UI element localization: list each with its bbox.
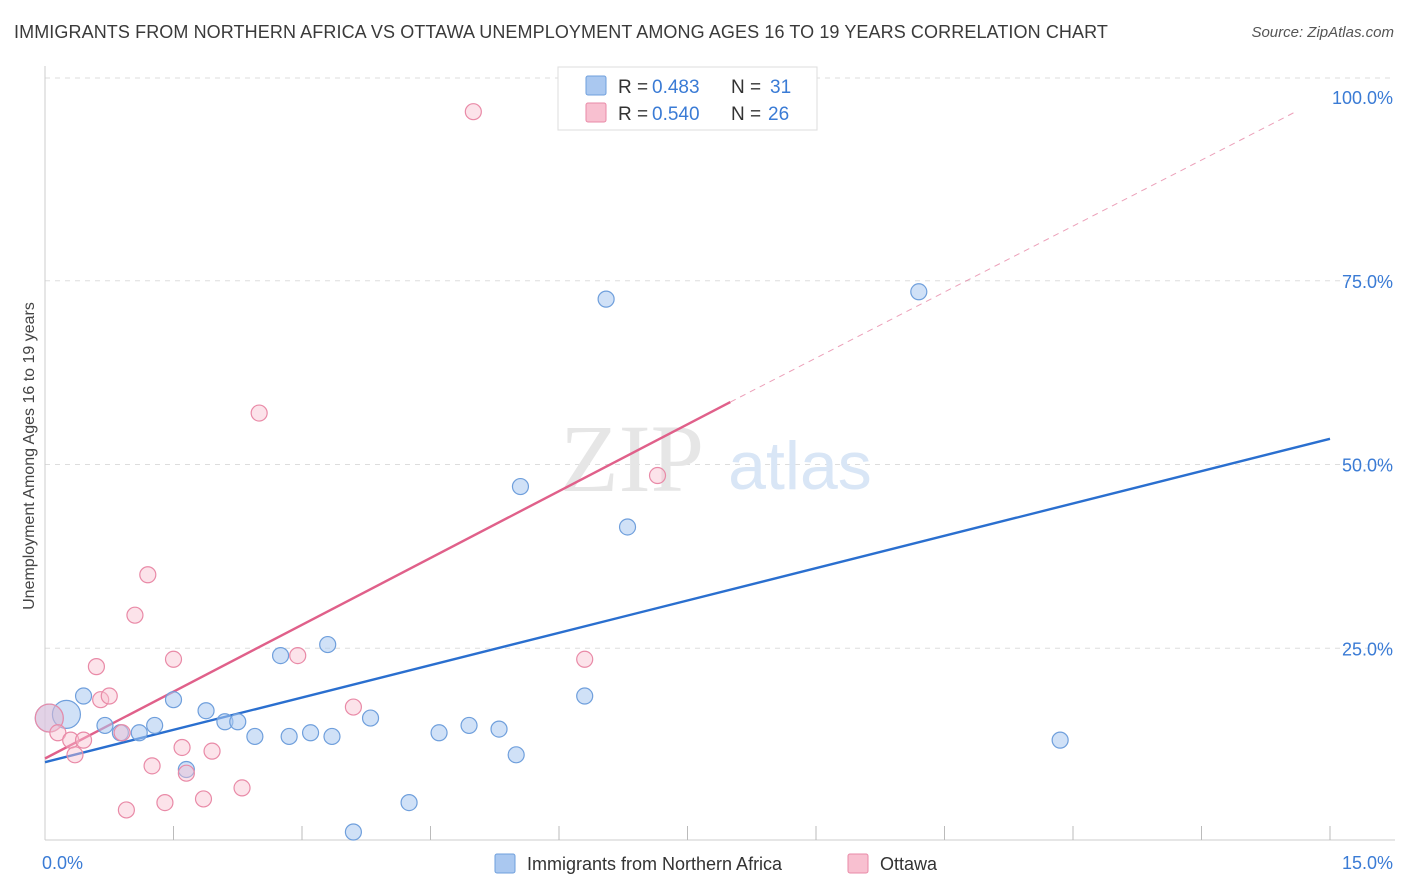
- chart-title: IMMIGRANTS FROM NORTHERN AFRICA VS OTTAW…: [14, 22, 1108, 42]
- trend-lines: [44, 111, 1331, 764]
- legend-n-value-pink: 26: [768, 104, 789, 125]
- point-immigrants: [344, 823, 362, 841]
- point-ottawa: [164, 650, 183, 668]
- point-immigrants: [361, 709, 380, 727]
- point-immigrants: [490, 720, 508, 738]
- trend-line-immigrants: [44, 437, 1331, 764]
- correlation-legend: R = 0.483 N = 31 R = 0.540 N = 26: [557, 66, 818, 131]
- point-ottawa: [648, 466, 667, 485]
- watermark: ZIP atlas: [560, 405, 872, 512]
- point-immigrants: [74, 687, 93, 705]
- trend-extension-ottawa: [730, 111, 1296, 403]
- grid-lines: [45, 77, 1395, 649]
- point-immigrants: [507, 746, 525, 764]
- point-immigrants: [511, 477, 530, 496]
- point-ottawa: [233, 779, 251, 797]
- point-immigrants: [400, 793, 418, 812]
- point-immigrants: [197, 702, 215, 720]
- point-ottawa: [250, 404, 268, 422]
- point-ottawa: [87, 658, 106, 676]
- data-points: [34, 103, 1069, 841]
- point-immigrants: [51, 699, 82, 730]
- legend-swatch-immigrants: [494, 853, 516, 874]
- legend-r-label-pink: R =: [618, 104, 648, 125]
- y-tick-label: 50.0%: [1342, 456, 1393, 476]
- legend-n-label-blue: N =: [731, 77, 761, 98]
- point-immigrants: [146, 716, 164, 735]
- point-immigrants: [271, 646, 290, 665]
- point-ottawa: [126, 606, 144, 624]
- y-tick-label: 100.0%: [1332, 88, 1393, 108]
- point-ottawa: [100, 687, 118, 705]
- point-immigrants: [910, 283, 928, 301]
- point-immigrants: [319, 635, 337, 654]
- point-ottawa: [113, 724, 131, 742]
- point-immigrants: [430, 724, 448, 742]
- legend-swatch-blue: [585, 75, 607, 96]
- watermark-zip: ZIP: [560, 405, 704, 512]
- point-ottawa: [173, 738, 191, 757]
- point-ottawa: [74, 731, 93, 749]
- point-immigrants: [1051, 731, 1069, 749]
- legend-n-label-pink: N =: [731, 104, 761, 125]
- point-immigrants: [96, 716, 114, 735]
- point-ottawa: [576, 650, 594, 668]
- point-ottawa: [139, 566, 157, 584]
- point-immigrants: [130, 724, 148, 742]
- point-ottawa: [289, 646, 307, 665]
- axes: [44, 66, 1395, 841]
- point-immigrants: [301, 724, 320, 742]
- point-ottawa: [66, 746, 84, 764]
- point-ottawa: [203, 742, 221, 760]
- y-tick-label: 75.0%: [1342, 272, 1393, 292]
- legend-n-value-blue: 31: [770, 77, 791, 98]
- tick-labels: 25.0% 50.0% 75.0% 100.0% 0.0% 15.0%: [42, 88, 1393, 873]
- legend-swatch-pink: [585, 102, 607, 123]
- point-ottawa: [117, 801, 135, 819]
- point-immigrants: [280, 727, 298, 746]
- source-note: Source: ZipAtlas.com: [1251, 24, 1394, 41]
- point-ottawa: [143, 757, 161, 775]
- point-ottawa: [156, 793, 174, 812]
- legend-r-label-blue: R =: [618, 77, 648, 98]
- point-immigrants: [229, 713, 247, 731]
- point-ottawa: [92, 691, 110, 709]
- x-tick-label: 15.0%: [1342, 853, 1393, 873]
- y-tick-label: 25.0%: [1342, 639, 1393, 659]
- point-immigrants: [576, 687, 594, 705]
- point-ottawa: [194, 790, 213, 808]
- point-immigrants: [618, 518, 637, 536]
- point-ottawa: [49, 724, 67, 742]
- series-legend: Immigrants from Northern Africa Ottawa: [494, 853, 938, 874]
- point-immigrants: [246, 727, 264, 746]
- watermark-atlas: atlas: [728, 428, 872, 504]
- point-ottawa: [177, 764, 195, 782]
- point-ottawa: [464, 103, 482, 121]
- x-tick-label: 0.0%: [42, 853, 83, 873]
- legend-swatch-ottawa: [847, 853, 869, 874]
- point-immigrants: [323, 727, 341, 746]
- legend-r-value-blue: 0.483: [652, 77, 700, 98]
- point-immigrants: [164, 691, 183, 709]
- point-immigrants: [460, 716, 478, 735]
- point-ottawa: [344, 698, 362, 716]
- point-immigrants: [177, 760, 195, 779]
- trend-line-ottawa: [44, 400, 731, 760]
- legend-r-value-pink: 0.540: [652, 104, 700, 125]
- legend-label-ottawa: Ottawa: [880, 854, 938, 874]
- legend-label-immigrants: Immigrants from Northern Africa: [527, 854, 783, 874]
- point-immigrants: [597, 290, 615, 308]
